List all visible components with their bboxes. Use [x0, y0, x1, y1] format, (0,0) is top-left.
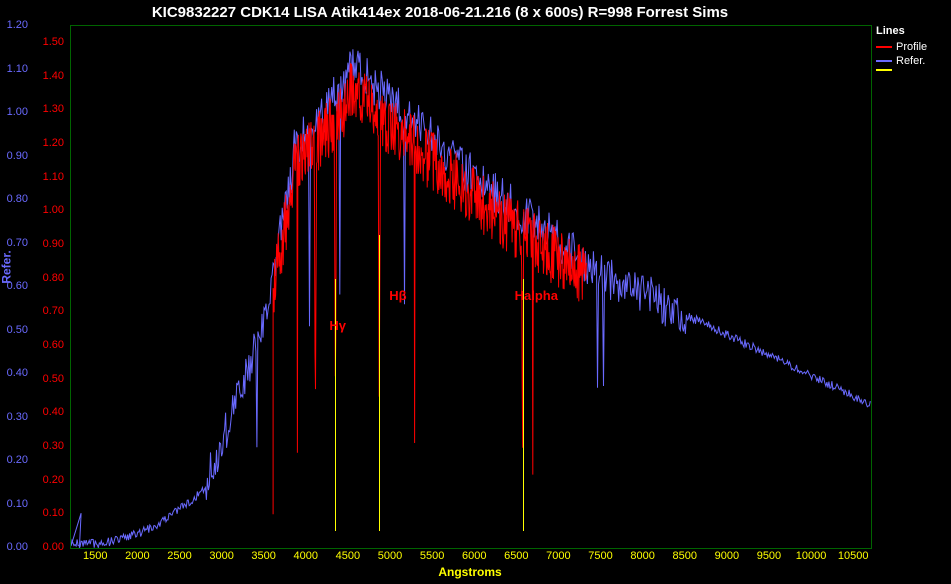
y-tick-outer: 0.10: [0, 498, 28, 510]
spectral-line-label: Hγ: [329, 318, 346, 333]
y-tick-outer: 0.60: [0, 280, 28, 292]
legend-label: Refer.: [896, 55, 925, 67]
x-tick: 2500: [167, 550, 191, 562]
y-tick-inner: 1.50: [32, 36, 64, 48]
x-tick: 10000: [796, 550, 827, 562]
x-tick: 1500: [83, 550, 107, 562]
y-tick-inner: 0.10: [32, 507, 64, 519]
x-tick: 5500: [420, 550, 444, 562]
y-tick-outer: 0.80: [0, 193, 28, 205]
y-tick-inner: 0.40: [32, 406, 64, 418]
x-tick: 7000: [546, 550, 570, 562]
x-tick: 6000: [462, 550, 486, 562]
y-tick-outer: 0.90: [0, 150, 28, 162]
y-tick-outer: 0.70: [0, 237, 28, 249]
legend-item: [876, 69, 949, 71]
y-tick-inner: 0.90: [32, 238, 64, 250]
y-tick-outer: 0.00: [0, 541, 28, 553]
y-tick-outer: 0.50: [0, 324, 28, 336]
legend-label: Profile: [896, 41, 927, 53]
x-tick: 2000: [125, 550, 149, 562]
spectrum-svg: [71, 26, 871, 548]
spectral-line-label: Hβ: [389, 288, 406, 303]
x-tick: 5000: [378, 550, 402, 562]
y-tick-outer: 0.40: [0, 367, 28, 379]
chart-container: KIC9832227 CDK14 LISA Atik414ex 2018-06-…: [0, 0, 951, 584]
spectral-line: [523, 279, 524, 532]
y-tick-inner: 0.20: [32, 474, 64, 486]
x-tick: 9500: [757, 550, 781, 562]
y-tick-inner: 0.60: [32, 339, 64, 351]
y-tick-inner: 0.70: [32, 305, 64, 317]
spectral-line: [335, 279, 336, 532]
y-tick-inner: 0.50: [32, 373, 64, 385]
reference-series: [71, 49, 870, 548]
x-tick: 7500: [588, 550, 612, 562]
y-axis-label: Refer.: [0, 250, 14, 283]
x-tick: 4000: [294, 550, 318, 562]
legend-title: Lines: [876, 25, 949, 37]
y-tick-inner: 1.40: [32, 70, 64, 82]
legend-item: Profile: [876, 41, 949, 53]
y-tick-inner: 0.30: [32, 440, 64, 452]
y-tick-inner: 1.00: [32, 204, 64, 216]
x-tick: 10500: [838, 550, 869, 562]
y-tick-inner: 0.00: [32, 541, 64, 553]
y-tick-inner: 1.20: [32, 137, 64, 149]
x-axis-label: Angstroms: [70, 565, 870, 579]
x-tick: 3000: [209, 550, 233, 562]
x-tick: 4500: [336, 550, 360, 562]
y-tick-inner: 0.80: [32, 272, 64, 284]
legend-swatch: [876, 69, 892, 71]
x-tick: 9000: [715, 550, 739, 562]
x-tick: 8000: [630, 550, 654, 562]
y-tick-outer: 1.10: [0, 63, 28, 75]
plot-area: Hγ Hβ Halpha: [70, 25, 872, 549]
legend-swatch: [876, 60, 892, 62]
y-tick-inner: 1.30: [32, 103, 64, 115]
legend-swatch: [876, 46, 892, 48]
spectral-line-label: Halpha: [515, 288, 558, 303]
y-tick-outer: 0.20: [0, 454, 28, 466]
spectral-line: [379, 235, 380, 531]
legend-item: Refer.: [876, 55, 949, 67]
legend: Lines Profile Refer.: [876, 25, 949, 73]
y-tick-outer: 1.20: [0, 19, 28, 31]
y-tick-outer: 1.00: [0, 106, 28, 118]
y-tick-inner: 1.10: [32, 171, 64, 183]
y-tick-outer: 0.30: [0, 411, 28, 423]
chart-title: KIC9832227 CDK14 LISA Atik414ex 2018-06-…: [0, 4, 880, 21]
x-tick: 6500: [504, 550, 528, 562]
x-tick: 3500: [251, 550, 275, 562]
x-tick: 8500: [672, 550, 696, 562]
